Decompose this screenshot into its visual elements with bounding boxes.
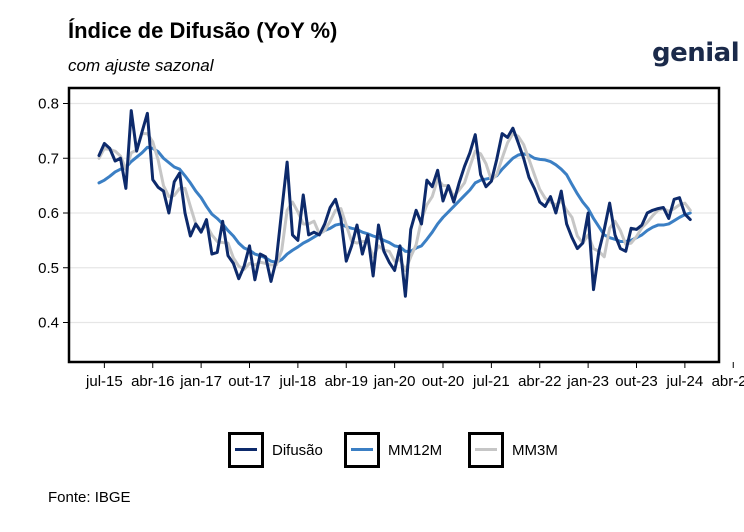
- x-tick-label: jan-17: [179, 373, 222, 390]
- x-tick-label: out-23: [615, 373, 658, 390]
- genial-logo: genial: [652, 38, 740, 68]
- chart-subtitle: com ajuste sazonal: [68, 56, 214, 75]
- y-tick-label: 0.8: [38, 96, 59, 113]
- x-tick-label: jan-23: [566, 373, 609, 390]
- x-tick-label: jul-21: [472, 373, 510, 390]
- series-line-difuso: [97, 109, 692, 298]
- x-tick-label: jan-20: [373, 373, 416, 390]
- legend-item-mm3m: MM3M: [468, 432, 558, 468]
- x-tick-label: abr-19: [325, 373, 368, 390]
- plot-border: [67, 86, 721, 364]
- legend-item-difusao: Difusão: [228, 432, 323, 468]
- series-line-mm3m: [97, 132, 692, 272]
- y-tick-label: 0.5: [38, 260, 59, 277]
- x-tick-label: out-17: [228, 373, 271, 390]
- x-tick-label: jul-15: [85, 373, 123, 390]
- legend-key-difusao: [228, 432, 264, 468]
- source-note: Fonte: IBGE: [48, 489, 131, 506]
- line-chart: 0.4 0.5 0.6 0.7 0.8 jul-15 abr-16 jan-17 out-17 j…: [38, 86, 744, 390]
- y-tick-label: 0.6: [38, 205, 59, 222]
- legend-label-difusao: Difusão: [272, 441, 323, 459]
- series-line-mm12m: [97, 145, 692, 264]
- x-tick-label: jul-24: [666, 373, 704, 390]
- x-tick-label: out-20: [422, 373, 465, 390]
- chart-title: Índice de Difusão (YoY %): [68, 18, 338, 43]
- x-tick-label: abr-16: [131, 373, 174, 390]
- legend-key-mm3m: [468, 432, 504, 468]
- y-tick-label: 0.7: [38, 150, 59, 167]
- legend: Difusão MM12M MM3M: [0, 432, 744, 472]
- x-tick-label: jul-18: [279, 373, 317, 390]
- y-tick-label: 0.4: [38, 315, 59, 332]
- legend-item-mm12m: MM12M: [344, 432, 442, 468]
- legend-label-mm3m: MM3M: [512, 441, 558, 459]
- legend-label-mm12m: MM12M: [388, 441, 443, 459]
- x-tick-label: abr-25: [712, 373, 744, 390]
- x-tick-label: abr-22: [518, 373, 561, 390]
- legend-key-mm12m: [344, 432, 380, 468]
